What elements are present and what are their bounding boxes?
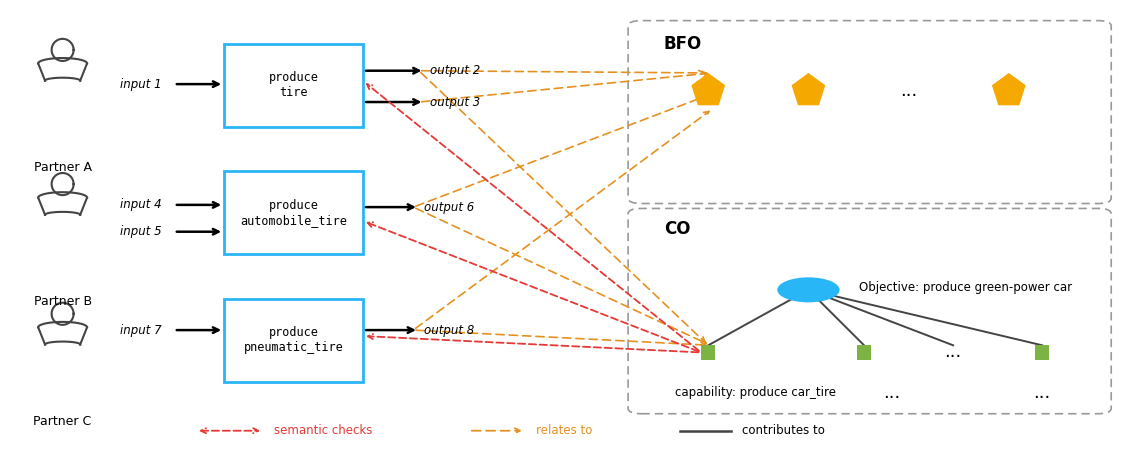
Text: input 7: input 7 [120,324,161,337]
FancyBboxPatch shape [224,44,363,126]
Text: output 6: output 6 [424,201,475,214]
Bar [857,345,871,360]
Text: output 8: output 8 [424,324,475,337]
Bar [1036,345,1049,360]
Text: produce
tire: produce tire [268,71,318,99]
Polygon shape [792,73,826,105]
Text: produce
pneumatic_tire: produce pneumatic_tire [244,326,343,354]
Text: ...: ... [900,82,917,100]
Text: Partner A: Partner A [34,161,91,174]
Text: BFO: BFO [663,35,702,53]
Text: Objective: produce green-power car: Objective: produce green-power car [858,281,1072,294]
Text: input 5: input 5 [120,225,161,238]
Text: ...: ... [883,384,900,402]
FancyBboxPatch shape [628,208,1111,414]
Text: Partner B: Partner B [34,295,91,308]
Text: ...: ... [1033,384,1051,402]
FancyBboxPatch shape [224,171,363,254]
Text: Partner C: Partner C [34,415,91,428]
Text: output 2: output 2 [430,64,481,77]
Text: produce
automobile_tire: produce automobile_tire [240,199,347,227]
Text: input 1: input 1 [120,78,161,90]
Text: CO: CO [663,220,690,238]
Text: semantic checks: semantic checks [274,424,372,437]
Text: output 3: output 3 [430,95,481,108]
Circle shape [777,277,839,302]
Polygon shape [691,73,725,105]
Polygon shape [992,73,1025,105]
Text: ...: ... [944,343,962,361]
FancyBboxPatch shape [628,21,1111,203]
FancyBboxPatch shape [224,299,363,382]
Text: capability: produce car_tire: capability: produce car_tire [675,386,836,399]
Text: input 4: input 4 [120,198,161,211]
Bar [702,345,715,360]
Text: contributes to: contributes to [741,424,825,437]
Text: relates to: relates to [536,424,592,437]
